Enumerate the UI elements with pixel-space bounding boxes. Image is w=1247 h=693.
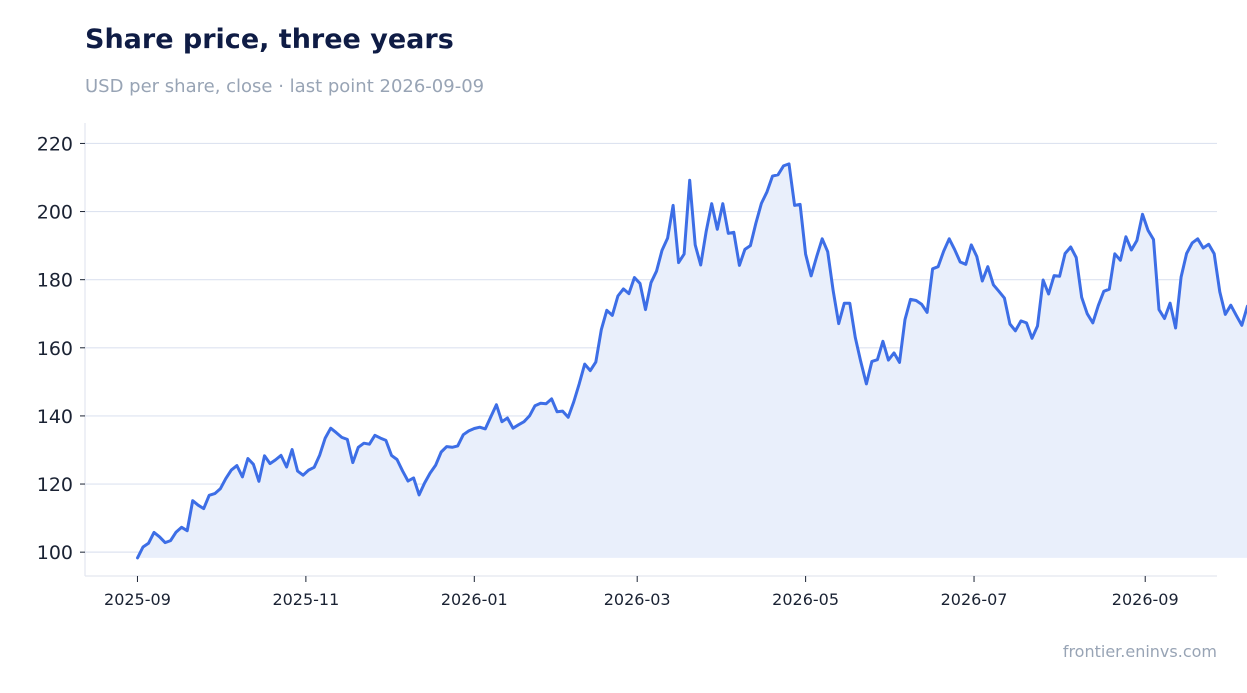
y-tick-label: 160	[37, 338, 73, 360]
x-tick-label: 2026-03	[604, 590, 671, 609]
x-tick-label: 2025-11	[272, 590, 339, 609]
y-tick-label: 120	[37, 474, 73, 496]
x-tick-label: 2026-05	[772, 590, 839, 609]
x-tick-label: 2026-09	[1112, 590, 1179, 609]
source-footer: frontier.eninvs.com	[1062, 642, 1217, 661]
x-tick-label: 2026-07	[941, 590, 1008, 609]
chart-subtitle: USD per share, close · last point 2026-0…	[85, 76, 485, 97]
series-line	[136, 162, 1247, 560]
x-tick-label: 2026-01	[441, 590, 508, 609]
y-tick-label: 200	[37, 202, 73, 224]
x-tick-label: 2025-09	[104, 590, 171, 609]
y-tick-label: 100	[37, 542, 73, 564]
y-tick-label: 140	[37, 406, 73, 428]
y-tick-label: 220	[37, 133, 73, 155]
y-tick-label: 180	[37, 270, 73, 292]
series-area-fill	[137, 163, 1247, 558]
chart-title: Share price, three years	[85, 24, 454, 55]
